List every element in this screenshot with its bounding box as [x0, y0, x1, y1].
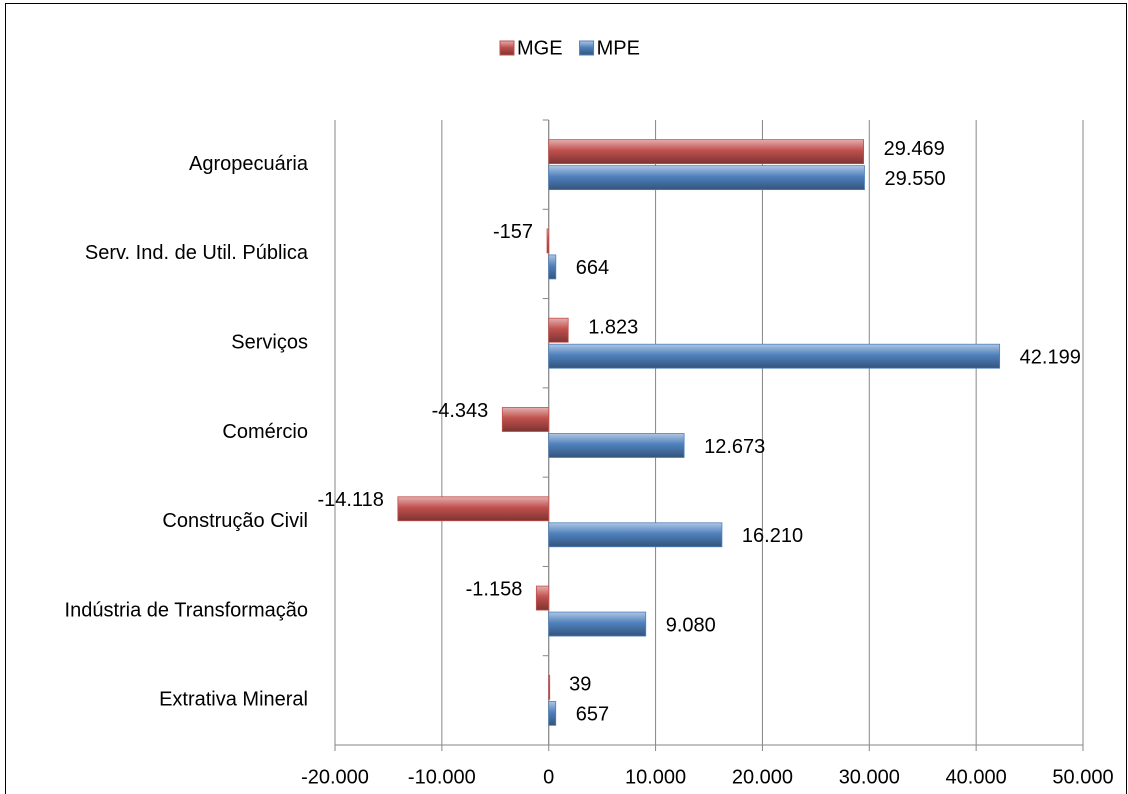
- legend-swatch: [579, 40, 595, 56]
- x-tick-label: 40.000: [946, 766, 1007, 788]
- bar: [548, 254, 557, 280]
- bar: [548, 700, 557, 726]
- value-label: -14.118: [317, 489, 383, 511]
- y-tick-label: Comércio: [222, 421, 308, 443]
- y-tick-label: Construção Civil: [162, 510, 308, 532]
- bar: [548, 522, 723, 548]
- value-label: -157: [493, 221, 533, 243]
- y-tick-label: Serviços: [231, 331, 308, 353]
- value-label: -1.158: [466, 578, 523, 600]
- legend-label: MPE: [597, 37, 640, 59]
- value-label: 42.199: [1020, 346, 1081, 368]
- chart-border: [5, 3, 1127, 794]
- value-label: 657: [576, 704, 609, 726]
- legend-swatch: [499, 40, 515, 56]
- bar: [501, 407, 550, 432]
- legend: MGE MPE: [499, 37, 640, 59]
- y-tick-label: Indústria de Transformação: [65, 599, 308, 621]
- value-label: -4.343: [432, 400, 489, 422]
- bar: [546, 228, 550, 254]
- legend-label: MGE: [517, 37, 563, 59]
- bar: [548, 165, 865, 191]
- bar: [535, 585, 550, 611]
- bar: [548, 343, 1001, 369]
- x-tick-label: 30.000: [839, 766, 900, 788]
- y-tick-label: Serv. Ind. de Util. Pública: [85, 242, 309, 264]
- value-label: 664: [576, 257, 609, 279]
- x-tick-label: 20.000: [732, 766, 793, 788]
- value-label: 29.469: [884, 138, 945, 160]
- y-tick-label: Agropecuária: [189, 153, 309, 175]
- value-label: 29.550: [884, 168, 945, 190]
- value-label: 9.080: [666, 614, 716, 636]
- x-tick-label: 50.000: [1052, 766, 1113, 788]
- bar: [548, 611, 647, 637]
- bar: [548, 317, 569, 343]
- value-label: 12.673: [704, 436, 765, 458]
- y-tick-label: Extrativa Mineral: [159, 689, 308, 711]
- x-tick-label: -10.000: [408, 766, 476, 788]
- value-label: 39: [569, 674, 591, 696]
- bar: [548, 139, 865, 165]
- x-tick-label: 0: [543, 766, 554, 788]
- bar: [548, 433, 685, 458]
- bar: [397, 496, 550, 522]
- x-tick-label: 10.000: [625, 766, 686, 788]
- value-label: 16.210: [742, 525, 803, 547]
- value-label: 1.823: [588, 316, 638, 338]
- bar: [548, 674, 551, 700]
- x-tick-label: -20.000: [301, 766, 369, 788]
